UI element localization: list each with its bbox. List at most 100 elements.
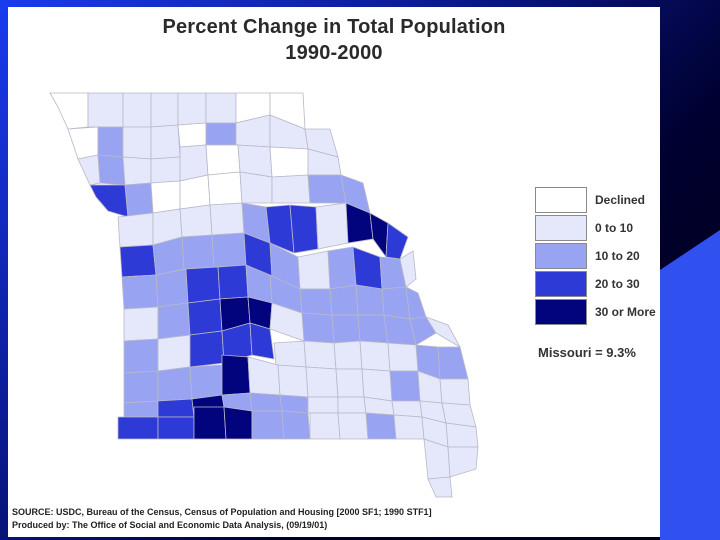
county — [269, 146, 309, 178]
county — [177, 122, 207, 148]
county — [209, 202, 245, 236]
county — [352, 246, 383, 290]
legend-item-declined: Declined — [535, 187, 665, 215]
legend-item-20-to-30: 20 to 30 — [535, 271, 665, 299]
county — [387, 342, 419, 372]
county — [157, 398, 195, 418]
county — [122, 92, 152, 128]
county — [49, 92, 89, 130]
county — [205, 92, 237, 124]
county — [239, 171, 273, 204]
county — [122, 126, 152, 160]
county — [309, 412, 341, 440]
county — [193, 406, 227, 440]
legend-swatch — [535, 215, 587, 241]
county — [124, 182, 154, 218]
county — [122, 156, 152, 186]
county — [381, 286, 411, 320]
legend-item-10-to-20: 10 to 20 — [535, 243, 665, 271]
county — [123, 306, 159, 342]
map-title: Percent Change in Total Population — [162, 16, 506, 38]
county — [157, 416, 195, 440]
county — [305, 366, 339, 398]
county — [177, 92, 207, 126]
county — [157, 366, 193, 402]
county — [179, 204, 213, 238]
county — [389, 370, 421, 402]
county — [119, 244, 157, 278]
county — [385, 222, 409, 260]
county — [181, 234, 215, 270]
county — [303, 340, 337, 370]
county — [427, 476, 453, 498]
county — [217, 264, 249, 300]
county — [150, 124, 181, 160]
map-subtitle: 1990-2000 — [285, 42, 383, 64]
county — [189, 330, 225, 368]
legend-label: 20 to 30 — [595, 277, 640, 291]
legend-swatch — [535, 299, 587, 325]
county — [189, 364, 223, 400]
county — [155, 268, 189, 308]
county — [281, 410, 311, 440]
county — [223, 406, 253, 440]
county — [123, 370, 159, 404]
county — [117, 212, 154, 248]
legend-swatch — [535, 187, 587, 213]
county — [121, 274, 159, 310]
legend-swatch — [535, 243, 587, 269]
county — [447, 446, 479, 478]
county — [279, 394, 309, 414]
county — [123, 400, 159, 418]
county — [273, 340, 307, 368]
county — [247, 356, 281, 396]
county — [271, 174, 311, 204]
legend-label: 10 to 20 — [595, 249, 640, 263]
county — [221, 354, 251, 396]
county — [205, 122, 237, 146]
county — [301, 312, 335, 344]
county — [327, 246, 357, 290]
county — [297, 250, 331, 290]
county — [369, 212, 389, 259]
county — [187, 298, 223, 336]
county — [393, 414, 425, 440]
county — [249, 392, 283, 412]
legend-item-30-or-more: 30 or More — [535, 299, 665, 327]
county — [87, 92, 124, 128]
legend-label: Declined — [595, 193, 646, 207]
county — [329, 284, 359, 316]
county — [117, 416, 159, 440]
county — [335, 368, 365, 398]
county — [405, 286, 427, 320]
county — [211, 232, 247, 268]
county — [445, 422, 479, 448]
county — [361, 368, 393, 402]
county — [67, 126, 99, 160]
county — [331, 314, 361, 344]
county — [249, 322, 275, 360]
county — [89, 184, 129, 218]
county — [157, 334, 191, 372]
county — [315, 202, 349, 250]
producer-note: Produced by: The Office of Social and Ec… — [12, 520, 328, 530]
county — [97, 126, 124, 158]
county — [399, 250, 417, 288]
county — [439, 378, 471, 406]
county — [150, 156, 181, 184]
county — [150, 180, 181, 214]
county — [150, 92, 179, 128]
county — [277, 364, 309, 398]
legend-label: 30 or More — [595, 305, 656, 319]
county — [359, 340, 391, 372]
source-note: SOURCE: USDC, Bureau of the Census, Cens… — [12, 507, 432, 517]
county — [365, 412, 397, 440]
county — [179, 174, 211, 210]
county — [337, 396, 367, 414]
county — [357, 314, 389, 344]
county — [333, 340, 363, 370]
county — [77, 154, 101, 186]
legend-swatch — [535, 271, 587, 297]
state-average-label: Missouri = 9.3% — [538, 345, 636, 360]
